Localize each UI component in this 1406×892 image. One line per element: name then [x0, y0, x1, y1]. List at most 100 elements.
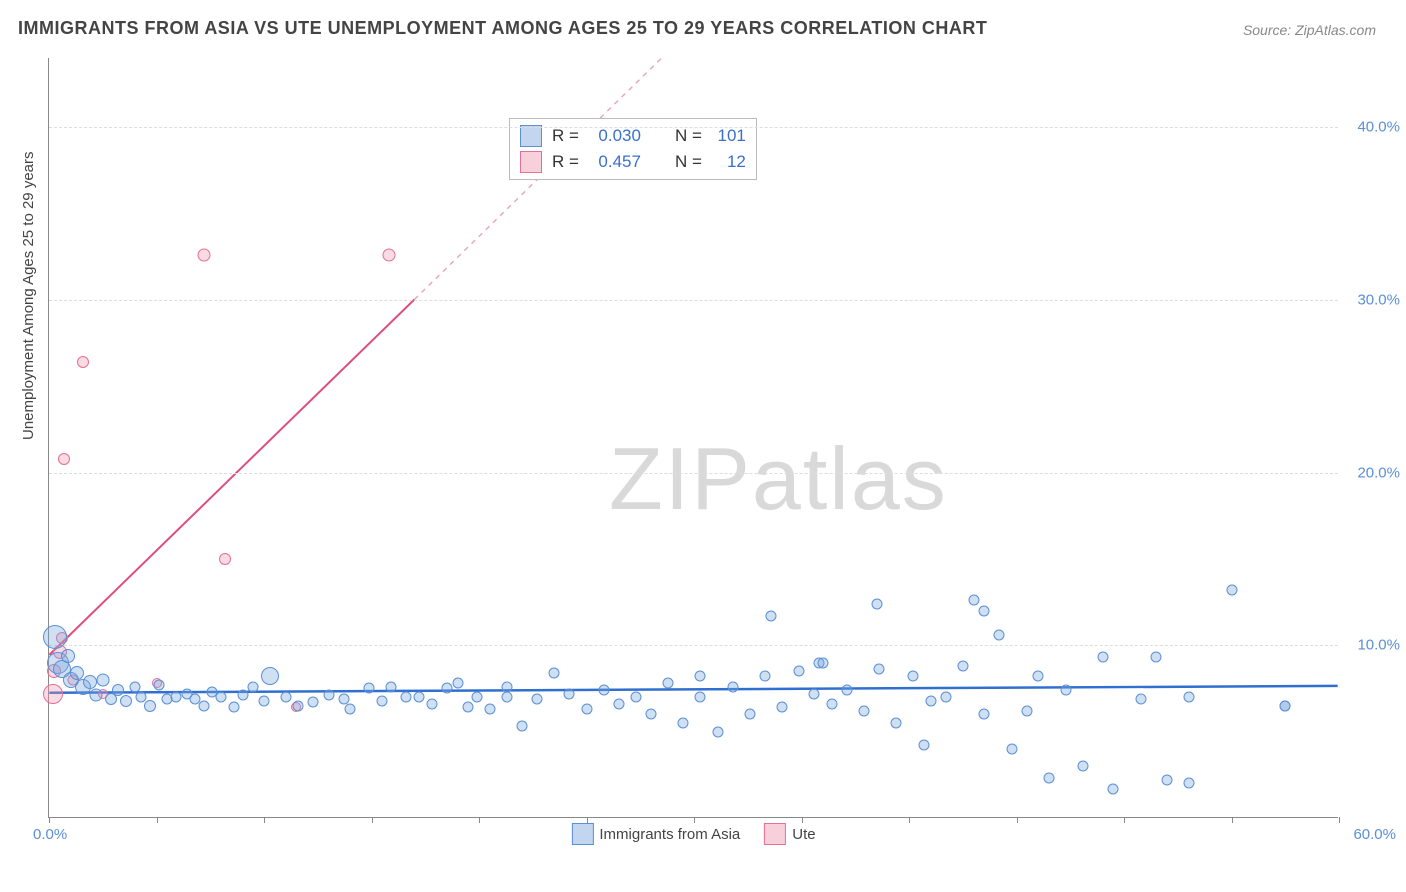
swatch-blue-icon: [520, 125, 542, 147]
data-point: [83, 675, 97, 689]
data-point: [1226, 585, 1237, 596]
data-point: [695, 671, 706, 682]
data-point: [919, 740, 930, 751]
data-point: [338, 693, 349, 704]
data-point: [994, 629, 1005, 640]
corr-r-label: R =: [552, 152, 579, 172]
data-point: [228, 702, 239, 713]
data-point: [517, 721, 528, 732]
data-point: [841, 685, 852, 696]
data-point: [1162, 775, 1173, 786]
y-tick-label: 30.0%: [1345, 291, 1400, 308]
data-point: [979, 709, 990, 720]
data-point: [968, 595, 979, 606]
x-tick-label-min: 0.0%: [33, 826, 67, 843]
data-point: [809, 688, 820, 699]
data-point: [663, 678, 674, 689]
data-point: [364, 683, 375, 694]
gridline: [49, 473, 1338, 474]
data-point: [925, 695, 936, 706]
data-point: [153, 680, 164, 691]
corr-row-pink: R = 0.457 N = 12: [520, 149, 746, 175]
data-point: [377, 695, 388, 706]
data-point: [280, 692, 291, 703]
gridline: [49, 300, 1338, 301]
y-tick-label: 10.0%: [1345, 637, 1400, 654]
data-point: [216, 692, 227, 703]
data-point: [712, 726, 723, 737]
data-point: [759, 671, 770, 682]
data-point: [293, 700, 304, 711]
data-point: [1280, 700, 1291, 711]
data-point: [144, 700, 156, 712]
data-point: [532, 693, 543, 704]
data-point: [1136, 693, 1147, 704]
data-point: [1078, 761, 1089, 772]
data-point: [120, 695, 132, 707]
corr-n-label: N =: [675, 152, 702, 172]
data-point: [248, 681, 259, 692]
data-point: [198, 700, 209, 711]
data-point: [613, 699, 624, 710]
x-tick: [909, 817, 910, 823]
x-tick: [1339, 817, 1340, 823]
data-point: [1060, 685, 1071, 696]
source-attribution: Source: ZipAtlas.com: [1243, 22, 1376, 38]
swatch-blue-icon: [571, 823, 593, 845]
y-axis-title: Unemployment Among Ages 25 to 29 years: [20, 151, 37, 440]
data-point: [130, 681, 141, 692]
data-point: [426, 699, 437, 710]
data-point: [345, 704, 356, 715]
data-point: [727, 681, 738, 692]
data-point: [441, 683, 452, 694]
x-tick: [479, 817, 480, 823]
data-point: [766, 610, 777, 621]
data-point: [43, 625, 67, 649]
data-point: [564, 688, 575, 699]
x-tick: [1232, 817, 1233, 823]
data-point: [1097, 652, 1108, 663]
data-point: [58, 453, 70, 465]
data-point: [96, 673, 109, 686]
data-point: [308, 697, 319, 708]
data-point: [581, 704, 592, 715]
data-point: [77, 356, 89, 368]
gridline: [49, 127, 1338, 128]
x-tick: [1124, 817, 1125, 823]
x-tick-label-max: 60.0%: [1353, 826, 1396, 843]
plot-area: ZIPatlas R = 0.030 N = 101 R = 0.457 N =…: [48, 58, 1338, 818]
data-point: [452, 678, 463, 689]
data-point: [549, 667, 560, 678]
data-point: [908, 671, 919, 682]
data-point: [826, 699, 837, 710]
data-point: [471, 692, 482, 703]
data-point: [858, 705, 869, 716]
data-point: [501, 692, 512, 703]
data-point: [170, 692, 181, 703]
data-point: [90, 689, 103, 702]
legend-item-pink: Ute: [764, 823, 815, 845]
data-point: [744, 709, 755, 720]
legend-item-blue: Immigrants from Asia: [571, 823, 740, 845]
data-point: [598, 685, 609, 696]
y-tick-label: 40.0%: [1345, 119, 1400, 136]
series-legend: Immigrants from Asia Ute: [571, 823, 815, 845]
data-point: [1022, 705, 1033, 716]
y-tick-label: 20.0%: [1345, 464, 1400, 481]
data-point: [1108, 783, 1119, 794]
data-point: [61, 649, 75, 663]
data-point: [43, 684, 63, 704]
x-tick: [372, 817, 373, 823]
x-tick: [49, 817, 50, 823]
data-point: [323, 690, 334, 701]
data-point: [484, 704, 495, 715]
data-point: [112, 684, 124, 696]
data-point: [695, 692, 706, 703]
data-point: [259, 695, 270, 706]
corr-r-pink: 0.457: [589, 152, 641, 172]
data-point: [777, 702, 788, 713]
corr-n-blue: 101: [712, 126, 746, 146]
data-point: [873, 664, 884, 675]
x-tick: [802, 817, 803, 823]
swatch-pink-icon: [520, 151, 542, 173]
